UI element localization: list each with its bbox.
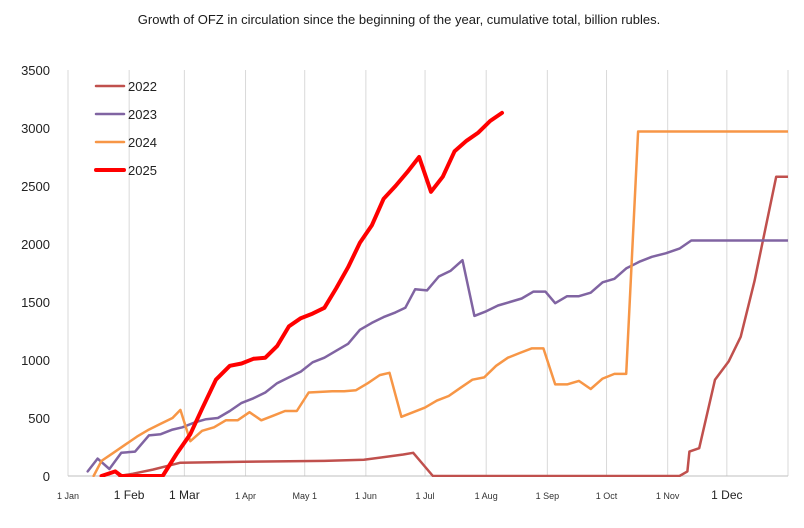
y-tick-label: 0 xyxy=(43,469,50,484)
series-lines xyxy=(86,110,788,477)
grid xyxy=(67,70,789,476)
legend-label-2025: 2025 xyxy=(128,163,157,178)
y-tick-label: 3000 xyxy=(21,121,50,136)
x-tick-label: 1 Sep xyxy=(536,491,560,501)
y-tick-label: 3500 xyxy=(21,63,50,78)
x-tick-label: 1 Aug xyxy=(475,491,498,501)
legend-label-2024: 2024 xyxy=(128,135,157,150)
x-tick-label: 1 Mar xyxy=(169,488,200,502)
y-tick-label: 500 xyxy=(28,411,50,426)
x-tick-label: 1 Feb xyxy=(114,488,145,502)
x-tick-label: 1 Jan xyxy=(57,491,79,501)
y-tick-label: 2500 xyxy=(21,179,50,194)
x-tick-label: 1 Jul xyxy=(416,491,435,501)
y-tick-label: 1000 xyxy=(21,353,50,368)
x-tick-label: May 1 xyxy=(292,491,317,501)
legend: 2022 2023 2024 2025 xyxy=(94,79,157,178)
series-line-2024 xyxy=(92,130,788,477)
y-tick-label: 2000 xyxy=(21,237,50,252)
x-tick-label: 1 Dec xyxy=(711,488,742,502)
legend-label-2023: 2023 xyxy=(128,107,157,122)
legend-label-2022: 2022 xyxy=(128,79,157,94)
x-tick-label: 1 Apr xyxy=(235,491,256,501)
x-tick-label: 1 Jun xyxy=(355,491,377,501)
y-tick-label: 1500 xyxy=(21,295,50,310)
x-tick-label: 1 Nov xyxy=(656,491,680,501)
x-tick-label: 1 Oct xyxy=(596,491,618,501)
series-line-2022 xyxy=(118,175,788,477)
chart-title: Growth of OFZ in circulation since the b… xyxy=(138,12,660,27)
series-line-2023 xyxy=(86,239,788,473)
series-line-2025 xyxy=(99,110,504,477)
